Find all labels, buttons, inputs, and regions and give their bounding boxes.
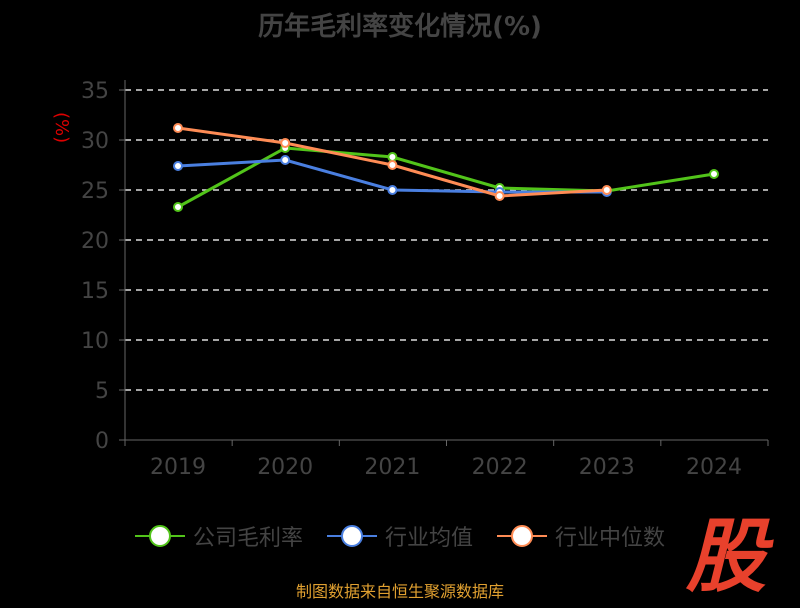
data-point	[280, 155, 291, 165]
data-point	[173, 161, 183, 171]
data-point	[173, 123, 183, 133]
y-tick-label: 10	[81, 329, 109, 354]
y-tick-label: 30	[81, 129, 109, 154]
data-point	[387, 185, 398, 195]
x-tick-label: 2022	[472, 455, 528, 480]
logo: 股	[686, 510, 766, 603]
data-point	[387, 160, 398, 170]
y-tick-label: 5	[95, 379, 109, 404]
legend-marker-icon	[326, 525, 377, 547]
y-tick-label: 15	[81, 279, 109, 304]
data-point	[601, 185, 612, 195]
data-point	[280, 138, 291, 148]
x-tick-label: 2024	[686, 455, 742, 480]
legend-marker-icon	[497, 525, 547, 547]
data-point	[387, 152, 398, 162]
y-tick-label: 25	[81, 179, 109, 204]
legend-item[interactable]: 行业中位数	[497, 520, 665, 552]
y-tick-label: 35	[81, 79, 109, 104]
x-tick-label: 2019	[150, 455, 206, 480]
x-tick-label: 2021	[364, 455, 420, 480]
data-point	[709, 169, 719, 179]
x-tick-label: 2020	[257, 455, 313, 480]
data-point	[173, 202, 183, 212]
legend-label: 行业中位数	[555, 526, 666, 551]
y-tick-label: 20	[81, 229, 109, 254]
legend-label: 公司毛利率	[192, 526, 303, 551]
series-line	[177, 146, 715, 209]
source-note: 制图数据来自恒生聚源数据库	[295, 582, 504, 601]
legend-marker-icon	[134, 525, 185, 547]
y-tick-label: 0	[95, 429, 109, 454]
chart-title: 历年毛利率变化情况(%)	[258, 12, 542, 42]
legend-label: 行业均值	[384, 526, 473, 551]
legend-item[interactable]: 公司毛利率	[134, 520, 303, 552]
legend-item[interactable]: 行业均值	[326, 520, 473, 552]
data-point	[494, 191, 505, 201]
x-tick-label: 2023	[579, 455, 635, 480]
legend: 公司毛利率 行业均值 行业中位数	[0, 520, 800, 552]
